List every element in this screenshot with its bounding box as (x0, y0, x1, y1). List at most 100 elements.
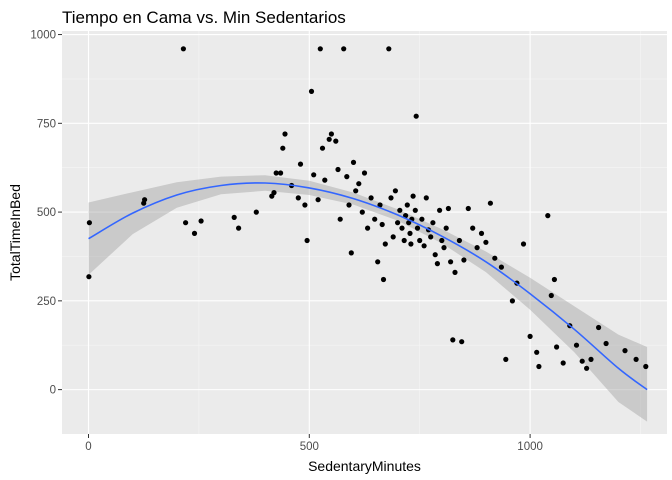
data-point (579, 358, 585, 364)
data-point (428, 234, 434, 240)
data-point (372, 216, 378, 222)
data-point (487, 200, 493, 206)
data-point (317, 46, 323, 52)
data-point (295, 195, 301, 201)
data-point (377, 202, 383, 208)
data-point (397, 207, 403, 213)
data-point (180, 46, 186, 52)
data-point (319, 145, 326, 151)
data-point (278, 170, 284, 176)
data-point (308, 88, 315, 94)
data-point (498, 264, 504, 270)
data-point (410, 193, 416, 199)
data-point (483, 239, 489, 245)
data-point (388, 195, 394, 201)
data-point (403, 213, 409, 219)
data-point (346, 202, 352, 208)
chart-title: Tiempo en Cama vs. Min Sedentarios (62, 8, 346, 27)
data-point (448, 259, 454, 265)
data-point (183, 220, 189, 226)
data-point (191, 230, 198, 236)
data-point (86, 220, 92, 226)
data-point (445, 205, 451, 212)
data-point (417, 237, 423, 244)
data-point (443, 225, 449, 231)
data-point (421, 243, 427, 249)
data-point (315, 197, 321, 203)
data-point (456, 237, 462, 244)
data-point (282, 131, 288, 137)
data-point (452, 269, 458, 275)
data-point (434, 261, 440, 267)
data-point (503, 356, 509, 362)
data-point (271, 190, 277, 196)
data-point (414, 225, 421, 231)
smooth-trend-line (88, 182, 648, 391)
data-point (380, 276, 387, 283)
data-point (470, 225, 476, 231)
data-point (643, 363, 649, 370)
y-axis-title: TotalTimeInBed (7, 184, 23, 281)
data-point (337, 216, 343, 222)
data-point (253, 209, 259, 215)
data-point (465, 205, 471, 212)
data-point (430, 220, 436, 226)
data-point (461, 257, 467, 263)
data-point (545, 213, 551, 219)
data-point (328, 131, 334, 137)
y-tick-label: 750 (37, 118, 56, 130)
data-point (406, 220, 412, 226)
data-point (359, 209, 365, 215)
data-point (404, 202, 410, 208)
data-point (441, 245, 447, 251)
data-point (273, 170, 279, 176)
x-axis-ticks: 0 500 1000 (85, 434, 543, 453)
x-tick-label: 500 (300, 441, 319, 453)
data-point (548, 292, 554, 299)
data-point (551, 276, 558, 283)
data-point (573, 342, 580, 348)
data-point (386, 46, 392, 52)
data-point (344, 174, 350, 180)
data-point (297, 161, 304, 167)
y-tick-label: 1000 (30, 30, 56, 42)
data-point (322, 177, 328, 183)
data-point (459, 339, 465, 345)
y-tick-label: 250 (37, 296, 56, 308)
x-axis-title: SedentaryMinutes (308, 458, 421, 474)
data-point (382, 241, 388, 247)
data-point (401, 237, 407, 244)
data-points (86, 46, 649, 371)
data-point (527, 333, 533, 339)
data-point (395, 220, 401, 226)
data-point (622, 348, 628, 354)
plot-panel (62, 31, 667, 434)
x-tick-label: 1000 (517, 441, 543, 453)
data-point (474, 245, 480, 251)
data-point (390, 234, 396, 240)
data-point (596, 324, 602, 331)
data-point (231, 214, 237, 220)
data-point (437, 207, 443, 213)
data-point (375, 259, 381, 265)
y-tick-label: 0 (50, 385, 56, 397)
data-point (280, 145, 286, 151)
data-point (633, 356, 639, 362)
data-point (333, 138, 339, 144)
data-point (304, 237, 310, 244)
data-point (584, 365, 590, 371)
data-point (492, 255, 498, 261)
data-point (365, 225, 371, 231)
data-point (142, 197, 148, 203)
data-point (419, 216, 425, 222)
data-point (588, 356, 594, 362)
data-point (478, 230, 485, 236)
data-point (379, 221, 385, 228)
x-tick-label: 0 (85, 441, 91, 453)
data-point (534, 349, 540, 355)
data-point (509, 298, 515, 304)
data-point (302, 202, 308, 208)
data-point (560, 360, 566, 366)
data-point (311, 172, 317, 178)
data-point (412, 207, 418, 213)
